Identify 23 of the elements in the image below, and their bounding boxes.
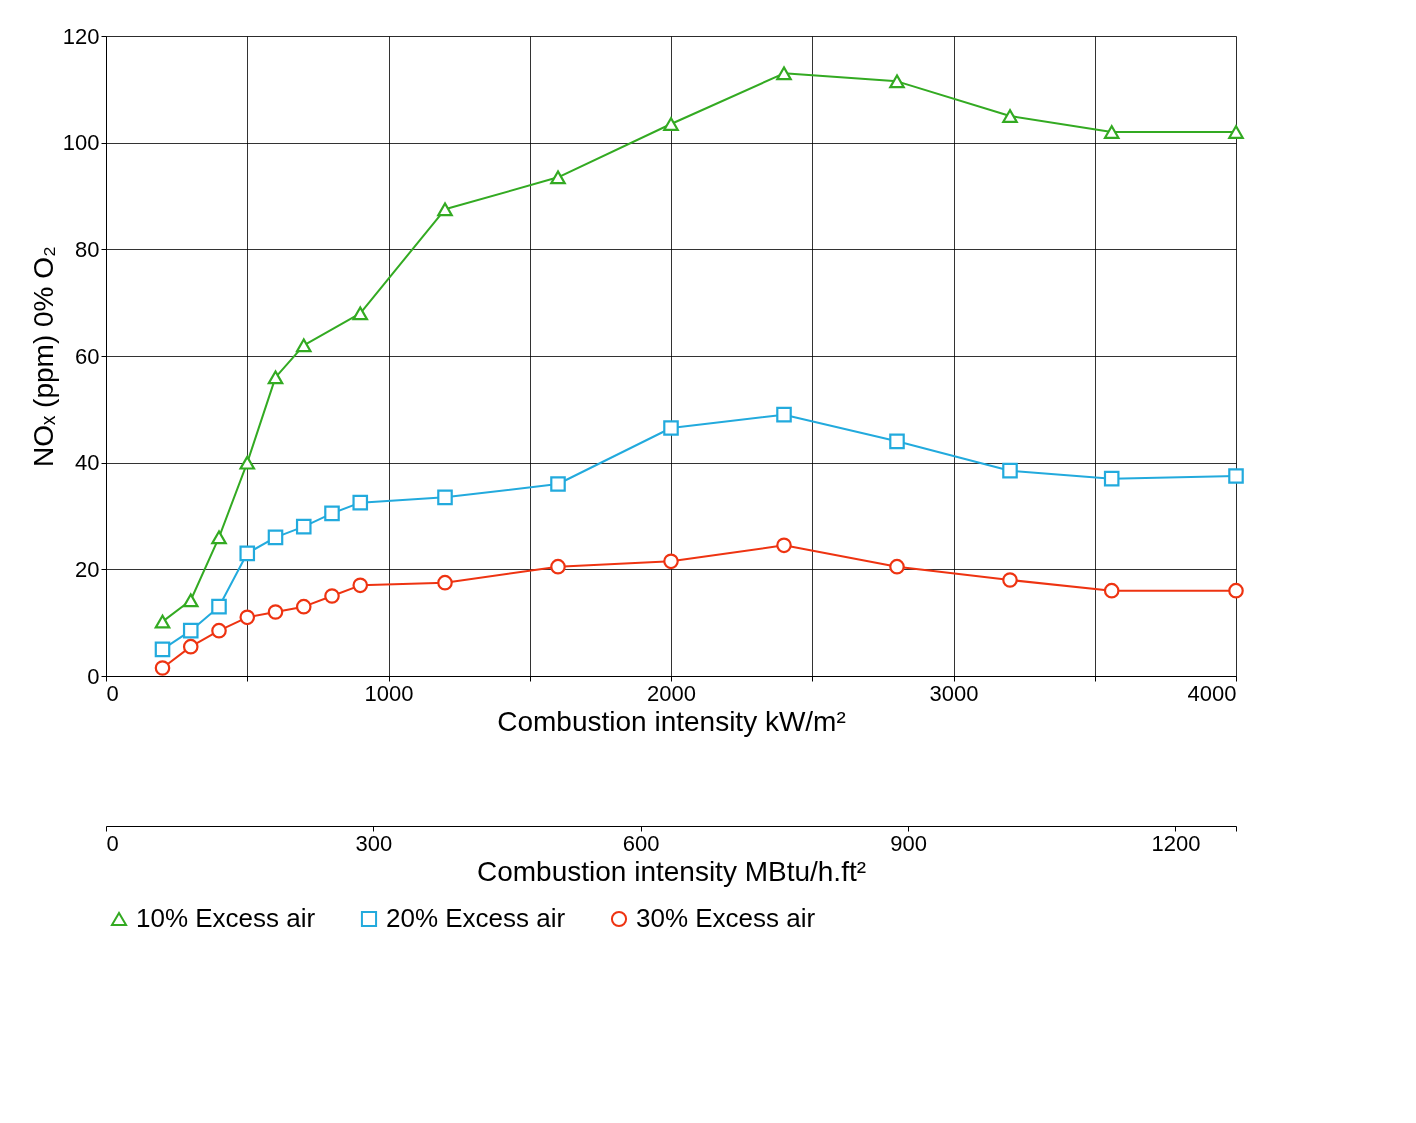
x-axis-title: Combustion intensity kW/m² xyxy=(497,705,846,737)
x2-tick-label: 900 xyxy=(890,830,927,856)
y-tick-label: 40 xyxy=(75,450,100,476)
x2-tick-label: 600 xyxy=(622,830,660,856)
legend-label: 20% Excess air xyxy=(386,903,566,933)
y-tick-label: 0 xyxy=(87,663,100,689)
x-tick-label: 2000 xyxy=(647,680,696,706)
x-tick-label: 1000 xyxy=(364,680,414,706)
legend-label: 10% Excess air xyxy=(136,903,316,933)
y-tick-label: 20 xyxy=(75,556,100,582)
y-tick-label: 60 xyxy=(75,343,100,369)
y-axis-title: NOₓ (ppm) 0% O₂ xyxy=(27,246,59,467)
x2-tick-label: 1200 xyxy=(1151,830,1201,856)
y-tick-label: 80 xyxy=(75,236,100,262)
x2-tick-label: 0 xyxy=(106,830,119,856)
x2-axis-title: Combustion intensity MBtu/h.ft² xyxy=(476,855,867,887)
x-tick-label: 4000 xyxy=(1187,680,1237,706)
y-tick-label: 120 xyxy=(62,23,100,49)
y-tick-label: 100 xyxy=(62,130,100,156)
x-tick-label: 0 xyxy=(106,680,119,706)
x2-tick-label: 300 xyxy=(355,830,393,856)
x-tick-label: 3000 xyxy=(929,680,979,706)
legend-label: 30% Excess air xyxy=(636,903,816,933)
